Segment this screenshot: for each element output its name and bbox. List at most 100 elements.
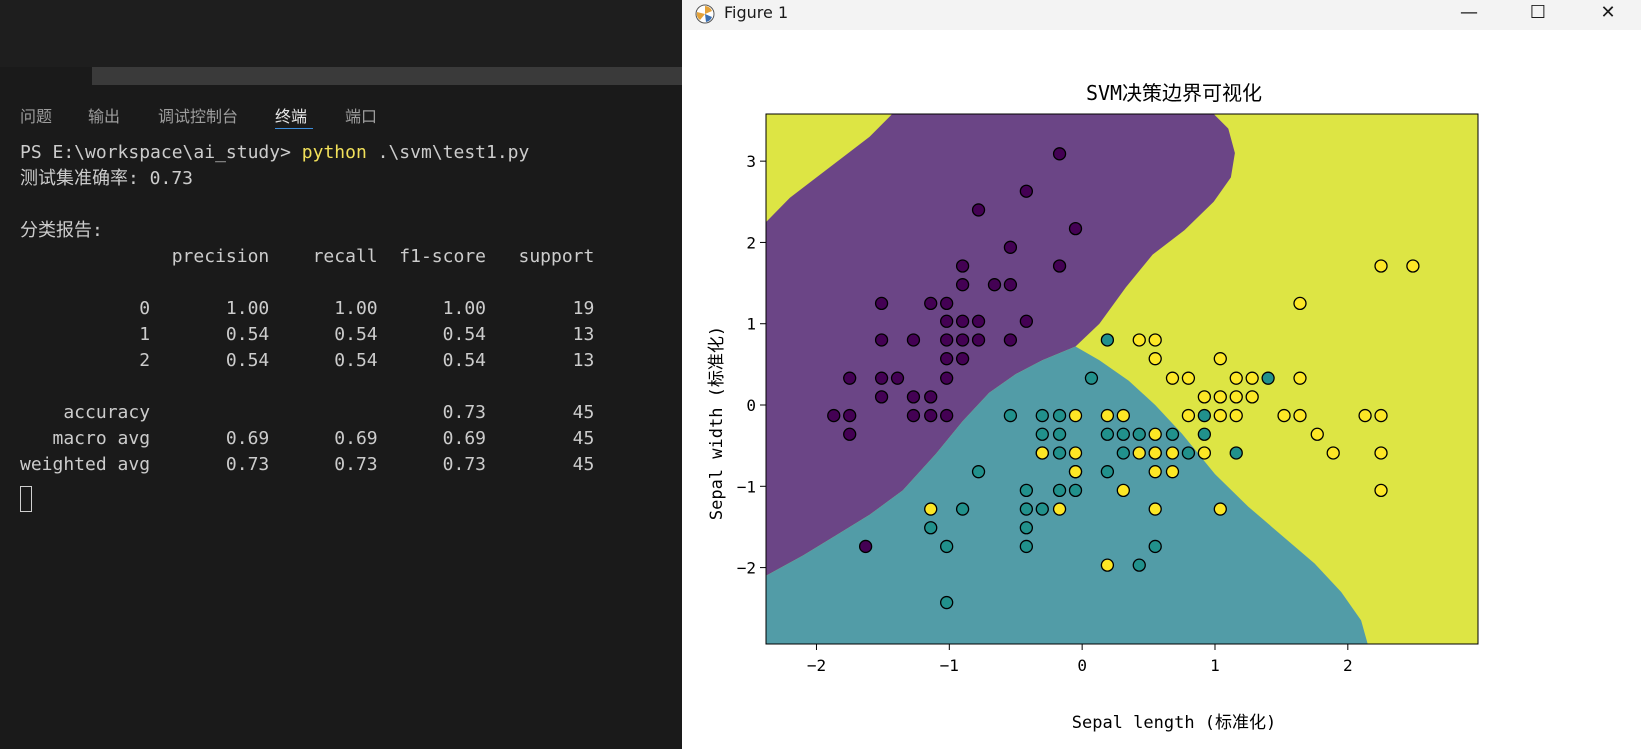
command-arg: .\svm\test1.py: [366, 142, 530, 163]
scatter-point: [1181, 408, 1196, 423]
matplotlib-logo-icon: [695, 4, 715, 24]
scatter-point: [1035, 408, 1049, 423]
tab-debug-console[interactable]: 调试控制台: [158, 107, 239, 126]
scatter-point: [971, 203, 986, 217]
scatter-point: [1003, 333, 1018, 347]
scatter-point: [924, 408, 938, 423]
scatter-point: [1019, 502, 1034, 516]
x-tick-label: −1: [940, 656, 959, 675]
x-tick-label: 2: [1343, 656, 1353, 675]
scatter-point: [1277, 408, 1291, 423]
scatter-point: [1052, 259, 1067, 273]
scatter-point: [955, 333, 970, 347]
scatter-point: [1197, 427, 1212, 441]
scatter-point: [1213, 352, 1227, 366]
scatter-point: [955, 314, 970, 328]
tab-output[interactable]: 输出: [88, 107, 121, 126]
chart: SVM决策边界可视化 −2 −1 0 1 2 −2 −1 0 1 2 3 Sepal length…: [707, 81, 1479, 733]
scatter-point: [1052, 446, 1067, 460]
maximize-button[interactable]: ☐: [1529, 2, 1547, 23]
scatter-point: [1019, 521, 1034, 535]
scatter-point: [1229, 408, 1243, 423]
scatter-point: [987, 278, 1002, 292]
scatter-point: [1019, 314, 1034, 328]
region-class0: [766, 114, 1235, 576]
scatter-point: [1245, 390, 1259, 404]
scatter-point: [1019, 184, 1034, 198]
scatter-point: [1035, 502, 1049, 516]
scatter-point: [1052, 147, 1067, 161]
scatter-point: [1116, 427, 1130, 441]
tab-ports[interactable]: 端口: [345, 107, 378, 126]
scatter-point: [940, 595, 954, 610]
scatter-point: [1245, 371, 1259, 385]
scatter-point: [1293, 408, 1307, 423]
scatter-point: [906, 390, 921, 404]
scatter-point: [940, 371, 954, 385]
scatter-point: [1213, 390, 1227, 404]
scatter-point: [843, 427, 857, 441]
y-tick-label: 3: [746, 152, 756, 171]
figure-window: Figure 1 — ☐ ✕ SVM决策边界可视化 −2 −1 0 1 2 −2 −1 0 1…: [682, 0, 1641, 749]
scatter-point: [1213, 502, 1227, 516]
scatter-point: [1116, 446, 1130, 460]
scatter-point: [1035, 427, 1049, 441]
y-tick-label: −1: [737, 477, 756, 496]
x-axis-label: Sepal length (标准化): [1072, 713, 1277, 733]
scatter-point: [874, 371, 889, 385]
scatter-point: [940, 314, 954, 328]
scatter-point: [1068, 483, 1083, 498]
scatter-point: [1310, 427, 1324, 441]
scatter-point: [1132, 427, 1146, 441]
scatter-point: [1229, 446, 1243, 460]
terminal-cursor: [20, 486, 32, 512]
scatter-point: [1406, 259, 1420, 273]
window-titlebar[interactable]: Figure 1 — ☐ ✕: [682, 0, 1641, 30]
scatter-point: [1035, 446, 1049, 460]
y-axis: −2 −1 0 1 2 3: [737, 152, 766, 578]
scatter-point: [924, 390, 938, 404]
scatter-point: [1100, 408, 1115, 423]
scatter-point: [906, 333, 921, 347]
scatter-point: [971, 465, 986, 479]
report-header: precision recall f1-score support: [20, 246, 595, 267]
scatter-point: [1068, 408, 1083, 423]
scatter-point: [940, 352, 954, 366]
close-button[interactable]: ✕: [1600, 2, 1616, 23]
report-row: accuracy 0.73 45: [20, 402, 595, 423]
scatter-point: [1374, 408, 1388, 423]
minimize-button[interactable]: —: [1460, 2, 1478, 23]
terminal-output[interactable]: PS E:\workspace\ai_study> python .\svm\t…: [20, 140, 660, 512]
plot-frame: [765, 113, 1479, 645]
scatter-point: [1116, 483, 1130, 498]
scatter-point: [1181, 371, 1196, 385]
scatter-point: [1052, 427, 1067, 441]
panel-tabs: [0, 85, 682, 130]
tab-problems[interactable]: 问题: [20, 107, 53, 126]
y-tick-label: 1: [746, 315, 756, 334]
report-row: macro avg 0.69 0.69 0.69 45: [20, 428, 595, 449]
blank-line: [20, 270, 660, 296]
report-row: [20, 374, 660, 400]
scatter-point: [874, 296, 889, 311]
prompt: PS E:\workspace\ai_study>: [20, 142, 302, 163]
horizontal-scrollbar[interactable]: [92, 67, 682, 85]
scatter-point: [1358, 408, 1372, 423]
scatter-point: [1165, 446, 1180, 460]
report-row: weighted avg 0.73 0.73 0.73 45: [20, 454, 595, 475]
x-tick-label: 0: [1077, 656, 1087, 675]
scatter-point: [1261, 371, 1275, 385]
scatter-point: [1213, 408, 1227, 423]
scatter-point: [1068, 221, 1083, 236]
scatter-point: [1326, 446, 1340, 460]
command-keyword: python: [301, 142, 367, 163]
scatter-point: [1068, 446, 1083, 460]
scatter-point: [1197, 446, 1212, 460]
scatter-point: [1148, 427, 1162, 441]
tab-terminal[interactable]: 终端: [275, 107, 308, 126]
chart-title: SVM决策边界可视化: [1086, 81, 1262, 105]
scatter-point: [874, 390, 889, 404]
scatter-point: [1374, 446, 1388, 460]
scatter-point: [940, 539, 954, 554]
scatter-point: [1052, 502, 1067, 516]
